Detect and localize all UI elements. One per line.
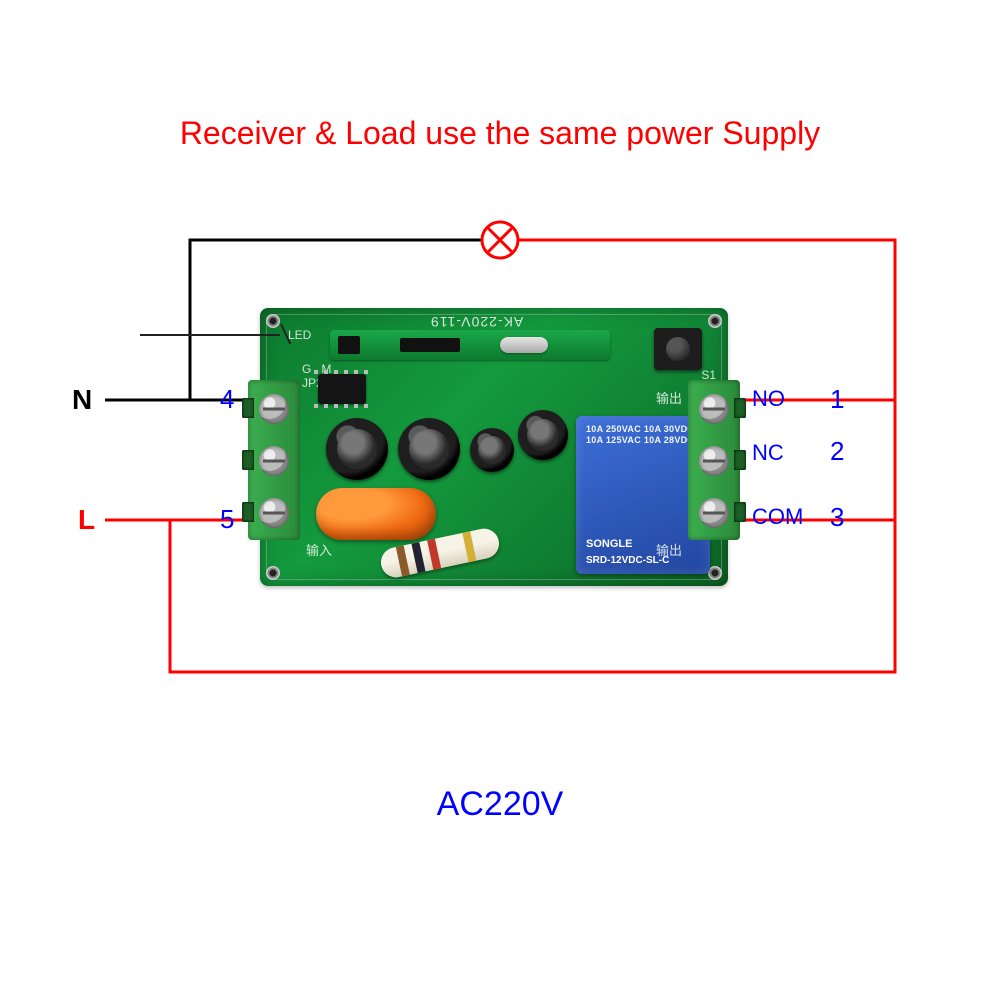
ic-chip bbox=[318, 374, 366, 404]
terminal-left bbox=[248, 380, 300, 540]
label-neutral: N bbox=[72, 384, 92, 416]
capacitor-2 bbox=[398, 418, 460, 480]
relay-ratings: 10A 250VAC 10A 30VDC 10A 125VAC 10A 28VD… bbox=[586, 424, 700, 446]
voltage-label: AC220V bbox=[0, 785, 1000, 824]
lamp-icon bbox=[482, 222, 518, 258]
board-model-silk: AK-220V-119 bbox=[430, 314, 523, 330]
terminal-right bbox=[688, 380, 740, 540]
film-capacitor bbox=[316, 488, 436, 540]
pin4-number: 4 bbox=[220, 384, 234, 415]
tact-switch bbox=[654, 328, 702, 370]
pin3-number: 3 bbox=[830, 502, 844, 533]
output-silk-2: 输出 bbox=[656, 388, 682, 407]
antenna-wire bbox=[140, 334, 280, 336]
capacitor-3 bbox=[470, 428, 514, 472]
capacitor-1 bbox=[326, 418, 388, 480]
pin2-number: 2 bbox=[830, 436, 844, 467]
output-silk-1: 输出 bbox=[656, 540, 682, 559]
pin2-name: NC bbox=[752, 440, 784, 466]
pin5-number: 5 bbox=[220, 504, 234, 535]
relay-brand: SONGLE bbox=[586, 538, 632, 550]
capacitor-4 bbox=[518, 410, 568, 460]
pin1-name: NO bbox=[752, 386, 785, 412]
input-silk: 输入 bbox=[306, 540, 332, 559]
pin1-number: 1 bbox=[830, 384, 844, 415]
pcb-board: AK-220V-119 G MJP2 LED S1 10A 250VAC 10A… bbox=[260, 308, 728, 586]
pin3-name: COM bbox=[752, 504, 803, 530]
rf-module bbox=[330, 330, 610, 360]
label-live: L bbox=[78, 504, 95, 536]
